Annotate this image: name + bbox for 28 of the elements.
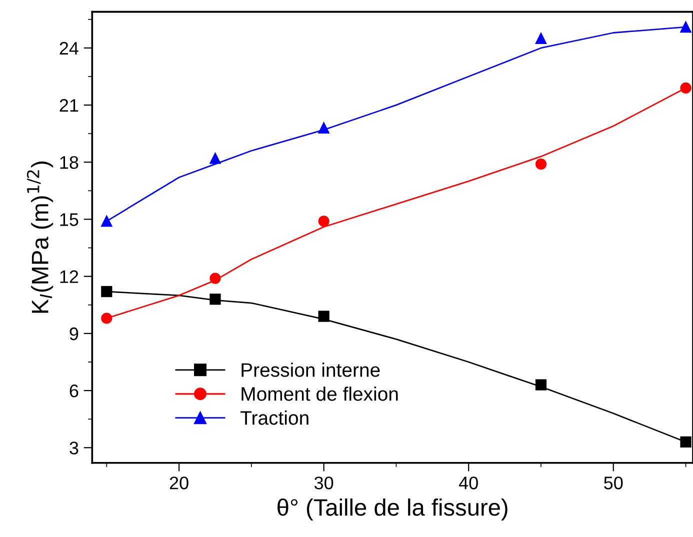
y-tick-label: 15 (60, 213, 78, 226)
x-tick-label: 50 (604, 476, 623, 490)
x-tick-label: 20 (170, 476, 188, 490)
point (318, 216, 330, 227)
point (210, 152, 221, 164)
point (210, 294, 221, 305)
legend-label: Pression interne (242, 362, 380, 377)
point (101, 216, 112, 227)
legend-label: Traction (240, 410, 308, 425)
point (680, 21, 692, 33)
point (101, 312, 112, 324)
y-tick-label: 21 (60, 99, 78, 112)
x-tick-label: 30 (314, 476, 334, 490)
y-tick-label: 18 (60, 156, 78, 169)
legend-label: Moment de flexion (242, 386, 398, 401)
x-tick-label: 40 (458, 476, 478, 490)
point (535, 158, 547, 170)
y-tick-label: 3 (70, 442, 78, 454)
y-tick-label: 6 (70, 384, 78, 398)
point (680, 82, 692, 94)
point (101, 286, 112, 298)
y-tick-label: 9 (70, 327, 78, 340)
x-axis-title: θ° (Taille de la fissure) (278, 498, 508, 520)
point (680, 436, 692, 448)
point (535, 32, 547, 44)
y-tick-label: 12 (60, 270, 78, 283)
y-tick-label: 24 (60, 42, 78, 55)
y-axis-title: K$_{I}$(MPa (m)$^{1/2}$) (26, 162, 54, 313)
